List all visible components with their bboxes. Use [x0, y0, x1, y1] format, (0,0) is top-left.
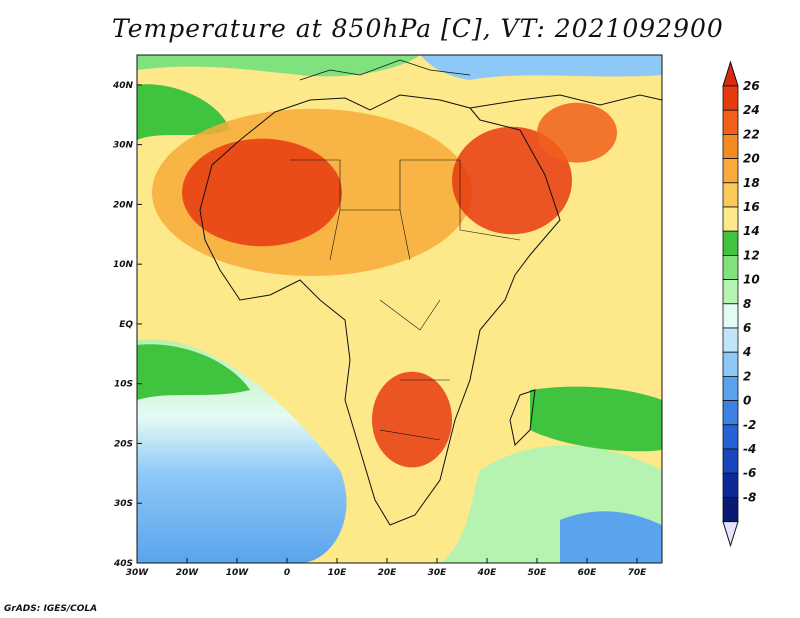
lon-tick-label: 10E — [328, 568, 348, 578]
colorbar-swatch — [722, 375, 739, 401]
colorbar-swatch — [722, 206, 739, 232]
lat-tick-label: 30N — [113, 141, 134, 151]
lon-tick-label: 60E — [578, 568, 598, 578]
colorbar-swatch — [722, 448, 739, 474]
madagascar-coastline — [509, 389, 536, 447]
map-field — [137, 55, 662, 563]
lon-axis: 30W 20W 10W 0 10E 20E 30E 40E 50E 60E 70E — [126, 558, 647, 578]
map-frame — [136, 54, 663, 564]
colorbar-swatch — [722, 254, 739, 280]
colorbar-label: -2 — [743, 418, 756, 432]
colorbar-swatch — [722, 158, 739, 184]
colorbar-label: 20 — [743, 152, 760, 166]
lat-tick-label: 30S — [114, 499, 133, 509]
colorbar-label: 24 — [743, 103, 760, 117]
lon-tick-label: 10W — [226, 568, 250, 578]
colorbar-label: 12 — [743, 248, 760, 262]
colorbar-swatch — [722, 424, 739, 450]
colorbar-label: 6 — [743, 321, 751, 335]
lon-tick-label: 20W — [176, 568, 200, 578]
colorbar-swatch — [722, 182, 739, 208]
south-atlantic-cool — [137, 339, 347, 563]
colorbar-swatch — [722, 85, 739, 111]
colorbar-swatch — [722, 133, 739, 159]
country-borders — [290, 159, 521, 441]
colorbar-label: 14 — [743, 224, 760, 238]
colorbar-label: 16 — [743, 200, 760, 214]
colorbar-label: 2 — [743, 369, 751, 383]
colorbar-label: 8 — [743, 297, 751, 311]
colorbar-label: 26 — [743, 79, 760, 93]
colorbar-label: -4 — [743, 442, 756, 456]
lat-tick-label: 40N — [112, 81, 134, 91]
colorbar-top-cap — [722, 60, 739, 87]
lon-tick-label: 40E — [477, 568, 498, 578]
colorbar-label: 18 — [743, 176, 760, 190]
temperature-regions — [152, 102, 617, 468]
lon-tick-label: 20E — [378, 568, 398, 578]
lat-tick-label: EQ — [119, 320, 133, 330]
lon-tick-label: 30E — [428, 568, 448, 578]
region-sahara-hot — [182, 138, 342, 247]
lat-tick-label: 40S — [113, 559, 133, 569]
africa-coastline — [199, 94, 561, 526]
colorbar-label: 10 — [743, 273, 760, 287]
chart-title: Temperature at 850hPa [C], VT: 202109290… — [112, 14, 724, 43]
lat-tick-label: 10S — [114, 380, 133, 390]
south-indian-cold — [560, 511, 662, 563]
south-atlantic-green — [137, 344, 250, 400]
colorbar-label: 22 — [743, 127, 760, 141]
colorbar-label: -6 — [743, 466, 756, 480]
colorbar-swatch — [722, 472, 739, 498]
lat-axis: 40N 30N 20N 10N EQ 10S 20S 30S 40S — [112, 81, 142, 569]
colorbar-swatch — [722, 400, 739, 426]
asia-coastline — [469, 94, 662, 109]
colorbar-swatch — [722, 279, 739, 305]
lon-tick-label: 0 — [284, 568, 290, 578]
colorbar-swatch — [722, 303, 739, 329]
lon-tick-label: 50E — [528, 568, 548, 578]
europe-coastline — [299, 59, 471, 81]
lat-tick-label: 20N — [113, 200, 134, 210]
europe-cool — [420, 55, 662, 80]
colorbar-label: 4 — [742, 345, 751, 359]
europe-green — [137, 55, 420, 77]
region-arabia-hot — [452, 126, 572, 235]
colorbar-bottom-cap — [722, 521, 739, 548]
north-atlantic-green — [137, 84, 230, 140]
lon-tick-label: 70E — [628, 568, 648, 578]
region-southern-africa-hot — [372, 371, 452, 468]
lon-tick-label: 30W — [126, 568, 150, 578]
colorbar-label: -8 — [743, 490, 756, 504]
colorbar-swatch — [722, 496, 739, 522]
region-iran-hot — [537, 102, 617, 163]
colorbar-label: 0 — [743, 394, 751, 408]
colorbar-swatch — [722, 230, 739, 256]
credit-label: GrADS: IGES/COLA — [4, 604, 98, 614]
lat-tick-label: 20S — [114, 439, 133, 449]
colorbar-swatch — [722, 109, 739, 135]
lat-tick-label: 10N — [113, 260, 134, 270]
colorbar-swatch — [722, 327, 739, 353]
colorbar-swatch — [722, 351, 739, 377]
indian-ocean-green — [530, 386, 662, 452]
